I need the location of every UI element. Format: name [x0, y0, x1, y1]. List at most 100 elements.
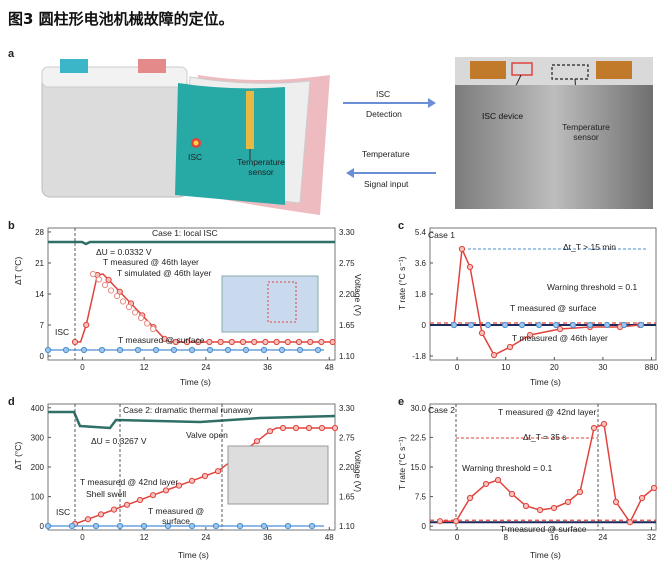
c-xtick-2: 20 — [550, 363, 559, 372]
b-measured-dot-19 — [284, 338, 291, 346]
c-ytick-0: 5.4 — [415, 228, 427, 237]
b-measured-dot-10 — [183, 338, 191, 346]
panel-e-label: e — [398, 396, 405, 408]
b-surface-dot-5 — [134, 346, 142, 354]
d-measured-dot-8 — [175, 482, 183, 489]
panel-d-valve: Valve open — [186, 430, 228, 440]
e-rate-dot-4 — [494, 476, 502, 484]
e-rate-dot-8 — [550, 504, 558, 512]
b-surface-dot-12 — [260, 346, 268, 354]
e-rate-dot-13 — [612, 498, 620, 506]
panel-c-xlabel: Time (s) — [530, 377, 561, 387]
e-rate-dot-16 — [650, 484, 658, 492]
d-measured-dot-10 — [201, 472, 209, 480]
d-measured-dot-9 — [188, 477, 196, 484]
b-measured-dot-14 — [228, 338, 235, 346]
e-xtick-2: 16 — [550, 533, 559, 542]
b-ytick-4: 0 — [40, 352, 45, 361]
arrow-bottom-label-2: Signal input — [364, 179, 409, 189]
figure-title: 图3 圆柱形电池机械故障的定位。 — [8, 10, 234, 28]
b-surface-dot-7 — [170, 346, 178, 354]
b-measured-dot-0 — [71, 338, 79, 346]
panel-e-case: Case 2 — [428, 405, 455, 415]
e-rate-dot-0 — [436, 518, 444, 525]
b-measured-dot-1 — [83, 321, 90, 329]
d-ytick-r-4: 1.10 — [339, 522, 355, 531]
c-ytick-4: -1.8 — [412, 352, 426, 361]
c-surf-dot-0 — [450, 321, 458, 329]
b-sim-dot-2 — [101, 281, 109, 289]
c-surf-dot-5 — [535, 321, 543, 329]
b-surface-dot-11 — [242, 346, 250, 354]
b-xtick-4: 48 — [325, 363, 334, 372]
d-surface-dot-10 — [284, 522, 292, 530]
d-measured-dot-6 — [149, 492, 157, 499]
b-surface-dot-14 — [296, 346, 304, 354]
panel-b-chart: 28 21 14 7 0 3.30 2.75 2.20 1.65 1.10 0 12 24 36 48 — [35, 227, 355, 372]
d-surface-dot-2 — [92, 522, 100, 530]
e-ytick-0: 30.0 — [410, 404, 426, 413]
b-ytick-2: 14 — [35, 290, 44, 299]
b-ytick-r-1: 2.75 — [339, 259, 355, 268]
d-measured-dot-17 — [292, 424, 300, 432]
b-measured-dot-16 — [251, 338, 258, 346]
e-rate-dot-1 — [452, 518, 460, 525]
c-rate-dot-3 — [478, 329, 486, 337]
b-surface-dot-3 — [98, 346, 106, 354]
c-surf-dot-1 — [467, 321, 475, 329]
d-surface-dot-5 — [164, 522, 172, 530]
b-measured-dot-17 — [262, 338, 269, 346]
panel-d-du: ΔU = 0.3267 V — [91, 436, 147, 446]
panel-c-t-surf: T measured @ surface — [510, 303, 597, 313]
d-measured-dot-1 — [84, 516, 92, 523]
b-measured-dot-20 — [295, 338, 303, 346]
d-xtick-4: 48 — [325, 533, 334, 542]
c-surf-dot-7 — [569, 321, 577, 329]
d-surface-dot-0 — [44, 522, 52, 530]
b-ytick-3: 7 — [40, 321, 45, 330]
c-xtick-4: 880 — [645, 363, 659, 372]
panel-b-ylabel-right: Voltage (V) — [353, 274, 363, 317]
c-surf-dot-11 — [637, 321, 645, 329]
d-xtick-2: 24 — [201, 533, 210, 542]
b-surface-dot-8 — [188, 346, 196, 354]
d-surface-dot-1 — [68, 522, 76, 530]
arrow-top-label-1: ISC — [376, 89, 391, 99]
isc-label-a: ISC — [188, 152, 203, 162]
b-voltage-line — [48, 240, 335, 246]
b-inset — [221, 275, 319, 333]
panel-d-label: d — [8, 396, 15, 408]
b-measured-dot-11 — [195, 338, 202, 346]
c-rate-dot-7 — [556, 325, 564, 333]
b-ytick-r-0: 3.30 — [339, 228, 355, 237]
b-sim-dot-7 — [131, 309, 139, 316]
panel-c-dt: Δt_T > 15 min — [563, 242, 617, 252]
d-xtick-1: 12 — [140, 533, 149, 542]
b-ytick-r-4: 1.10 — [339, 352, 355, 361]
d-surface-dot-4 — [140, 522, 148, 530]
d-measured-dot-3 — [110, 506, 118, 513]
c-xtick-0: 0 — [455, 363, 460, 372]
e-rate-dot-14 — [626, 519, 634, 526]
panel-d-ylabel-left: ΔT (°C) — [13, 441, 23, 470]
panel-d-xlabel: Time (s) — [178, 550, 209, 560]
b-surface-dot-6 — [152, 346, 160, 354]
b-measured-dot-13 — [217, 338, 224, 346]
d-surface-dot-3 — [116, 522, 124, 530]
panel-c-warn: Warning threshold = 0.1 — [547, 282, 638, 292]
b-inset-box — [267, 281, 297, 323]
e-xtick-3: 24 — [598, 533, 607, 542]
isc-device-label: ISC device — [482, 111, 524, 121]
d-ytick-r-0: 3.30 — [339, 404, 355, 413]
b-xtick-3: 36 — [263, 363, 272, 372]
d-measured-dot-14 — [253, 438, 261, 445]
b-sim-dot-4 — [113, 292, 121, 300]
panel-d-t-surf: T measured @ surface — [148, 506, 205, 526]
d-surface-dot-11 — [308, 522, 316, 530]
panel-b-t-surf: T measured @ surface — [118, 335, 205, 345]
b-surface-dot-15 — [314, 346, 322, 354]
e-rate-dot-9 — [564, 498, 572, 506]
e-xtick-4: 32 — [647, 533, 656, 542]
e-rate-dot-15 — [638, 494, 646, 502]
b-sim-dot-5 — [119, 298, 127, 305]
